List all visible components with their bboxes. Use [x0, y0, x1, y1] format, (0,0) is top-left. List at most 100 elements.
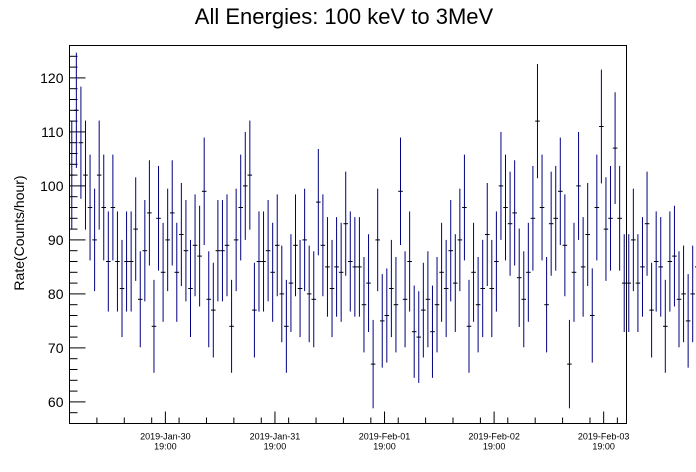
data-point [242, 131, 248, 240]
data-point [119, 239, 125, 338]
x-tick-time: 19:00 [154, 442, 177, 452]
data-point [631, 188, 636, 292]
data-point [667, 211, 673, 312]
data-point [165, 188, 170, 292]
data-point [233, 188, 239, 292]
data-point [74, 52, 79, 168]
data-point [274, 194, 280, 297]
x-tick-time: 19:00 [373, 442, 396, 452]
y-tick-label: 120 [40, 70, 64, 86]
data-point [352, 217, 358, 317]
data-point [302, 188, 307, 292]
data-point [357, 217, 362, 317]
data-point [402, 251, 408, 348]
data-point [110, 154, 116, 261]
x-tick-date: 2019-Jan-30 [140, 432, 191, 442]
data-point [288, 234, 294, 332]
data-point [539, 154, 545, 261]
data-point [156, 165, 161, 271]
data-point [334, 217, 339, 317]
data-point [124, 211, 129, 312]
x-tick-labels: 2019-Jan-3019:002019-Jan-3119:002019-Feb… [140, 432, 629, 452]
data-point [384, 268, 390, 363]
y-tick-label: 80 [48, 286, 64, 302]
data-point [270, 222, 275, 322]
y-tick-label: 100 [40, 178, 64, 194]
axis-ticks [69, 45, 618, 424]
data-point [535, 63, 540, 179]
y-axis-label: Rate(Counts/hour) [11, 175, 27, 290]
data-point [101, 154, 107, 261]
data-point [201, 137, 207, 246]
data-point [640, 217, 645, 317]
data-point [453, 234, 458, 332]
data-point [261, 211, 266, 312]
data-point [361, 257, 367, 353]
data-point [585, 182, 590, 287]
data-point [179, 182, 184, 287]
data-point [142, 200, 148, 302]
data-point [548, 171, 554, 276]
data-point [653, 211, 659, 312]
data-point [567, 319, 572, 409]
data-point [621, 234, 627, 332]
data-point [498, 131, 504, 240]
data-point [389, 239, 394, 338]
data-point [484, 182, 490, 287]
data-point [316, 148, 321, 256]
data-point [439, 222, 444, 322]
data-point [562, 194, 568, 297]
data-point [649, 262, 654, 358]
data-point [681, 245, 686, 343]
data-point [521, 251, 527, 348]
data-point [690, 245, 695, 343]
x-tick-time: 19:00 [592, 442, 615, 452]
data-point [544, 257, 549, 353]
data-point [398, 137, 403, 246]
data-point [306, 245, 312, 343]
data-point [626, 234, 632, 332]
data-point [256, 211, 262, 312]
data-point [174, 222, 180, 322]
data-point [594, 154, 600, 261]
data-point [128, 211, 134, 312]
x-tick-time: 19:00 [264, 442, 287, 452]
data-point [434, 257, 440, 353]
x-tick-time: 19:00 [483, 442, 506, 452]
y-tick-label: 90 [48, 232, 64, 248]
data-point [311, 251, 317, 348]
data-point [471, 222, 476, 322]
data-point [462, 154, 467, 261]
data-point [338, 222, 344, 322]
data-point [466, 279, 472, 373]
data-point [183, 200, 189, 302]
data-point [96, 120, 102, 230]
data-point [503, 154, 508, 261]
data-point [188, 239, 193, 338]
chart-title: All Energies: 100 keV to 3MeV [195, 4, 494, 29]
x-tick-date: 2019-Jan-31 [250, 432, 301, 442]
y-tick-label: 70 [48, 340, 64, 356]
data-point [553, 165, 559, 271]
x-tick-date: 2019-Feb-03 [578, 432, 630, 442]
data-point [115, 211, 120, 312]
data-point [375, 188, 380, 292]
data-point [507, 171, 513, 276]
data-point [617, 165, 622, 271]
x-tick-date: 2019-Feb-02 [468, 432, 520, 442]
data-points [69, 52, 696, 409]
data-point [329, 239, 335, 338]
y-tick-label: 110 [41, 124, 64, 140]
data-point [603, 177, 609, 281]
data-point [252, 262, 257, 358]
data-point [644, 171, 650, 276]
data-point [370, 319, 376, 409]
data-point [293, 194, 298, 297]
y-tick-label: 60 [48, 394, 64, 410]
data-point [658, 217, 664, 317]
data-point [147, 160, 152, 266]
data-point [599, 69, 604, 184]
data-point [160, 222, 166, 322]
data-point [526, 222, 531, 322]
